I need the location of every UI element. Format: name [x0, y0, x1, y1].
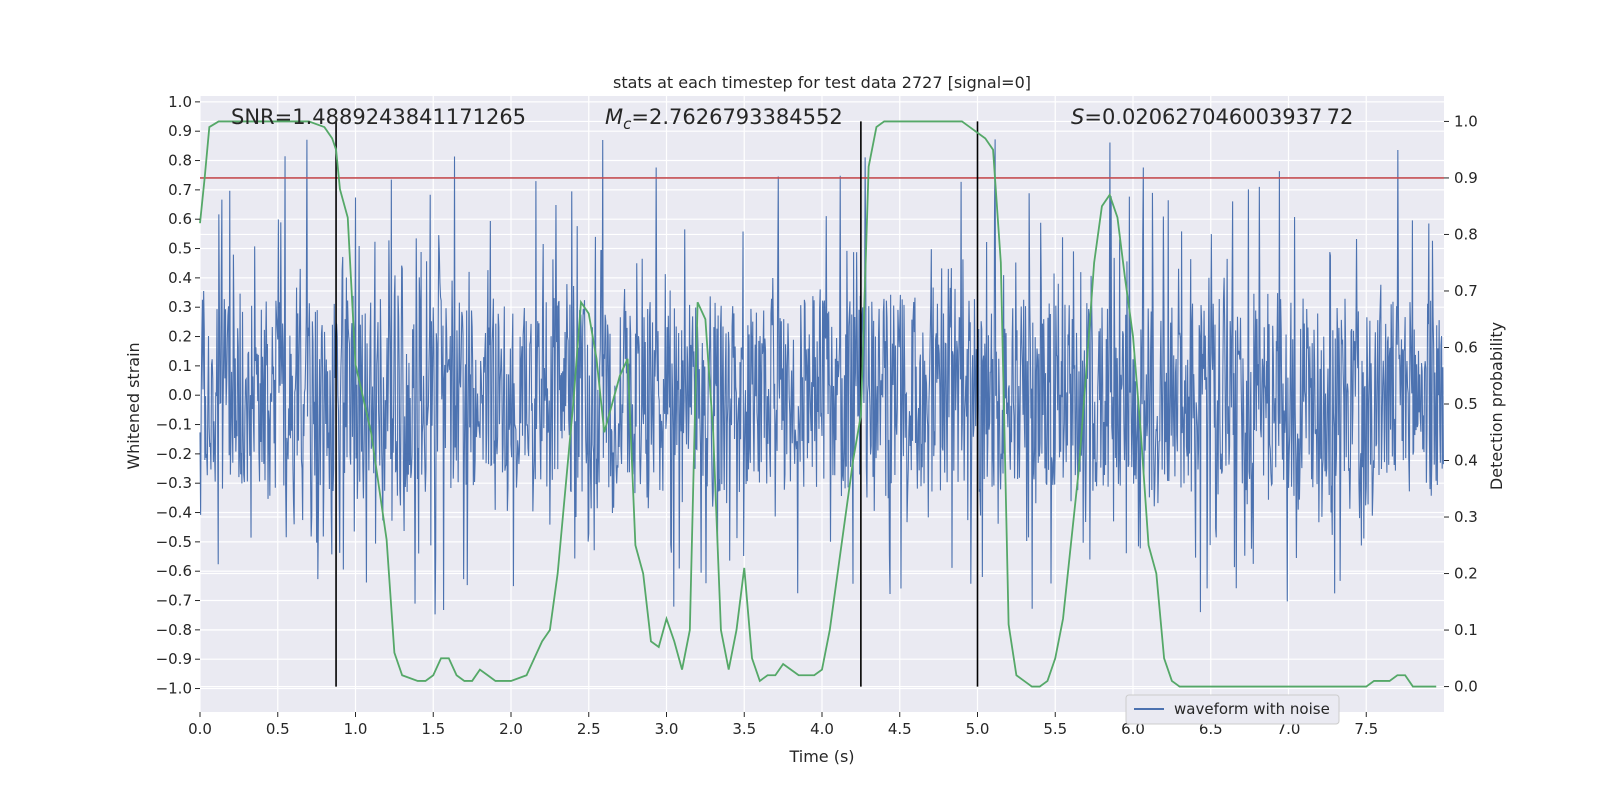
y2-tick-label: 0.9: [1454, 169, 1478, 187]
x-tick-label: 5.0: [966, 720, 990, 738]
x-tick-label: 1.0: [344, 720, 368, 738]
y2-tick-label: 0.4: [1454, 452, 1478, 470]
legend: waveform with noise: [1125, 694, 1340, 725]
y-tick-label: 0.8: [168, 152, 192, 170]
y-tick-label: −0.6: [156, 562, 192, 580]
snr-annotation: SNR=1.4889243841171265: [231, 105, 526, 129]
y-axis-label: Whitened strain: [124, 342, 143, 469]
x-tick-label: 3.0: [655, 720, 679, 738]
chart-title: stats at each timestep for test data 272…: [613, 73, 1031, 92]
y2-tick-label: 0.3: [1454, 508, 1478, 526]
y2-tick-label: 0.1: [1454, 621, 1478, 639]
waveform-with-noise-series: [199, 139, 1444, 615]
y-tick-label: −0.8: [156, 621, 192, 639]
y2-tick-label: 0.6: [1454, 338, 1478, 356]
y2-tick-label: 1.0: [1454, 112, 1478, 130]
y-tick-label: 0.0: [168, 386, 192, 404]
s-symbol: S: [1071, 105, 1084, 129]
s-annotation: S=0.020627046003937 72: [1071, 105, 1353, 129]
y2-tick-label: 0.8: [1454, 225, 1478, 243]
waveform-line: [199, 139, 1444, 615]
x-axis-label: Time (s): [788, 747, 854, 766]
y-tick-label: −0.1: [156, 416, 192, 434]
chirp-mass-annotation: Mc=2.7626793384552: [605, 105, 843, 133]
chirp-mass-symbol: M: [605, 105, 623, 129]
x-tick-label: 4.5: [888, 720, 912, 738]
x-tick-label: 2.0: [499, 720, 523, 738]
y-tick-label: −0.9: [156, 650, 192, 668]
s-value: =0.020627046003937 72: [1084, 105, 1353, 129]
x-tick-label: 2.5: [577, 720, 601, 738]
y-tick-label: 0.3: [168, 298, 192, 316]
y-tick-label: 0.5: [168, 240, 192, 258]
y-tick-label: −0.5: [156, 533, 192, 551]
x-tick-label: 5.5: [1043, 720, 1067, 738]
y-tick-label: 0.6: [168, 210, 192, 228]
x-tick-label: 4.0: [810, 720, 834, 738]
y-tick-label: 0.2: [168, 328, 192, 346]
x-tick-label: 0.0: [188, 720, 212, 738]
y-tick-label: −1.0: [156, 680, 192, 698]
y2-tick-label: 0.7: [1454, 282, 1478, 300]
y-tick-label: 0.4: [168, 269, 192, 287]
probability-line: [199, 120, 1437, 688]
y2-tick-label: 0.0: [1454, 678, 1478, 696]
chirp-mass-subscript: c: [623, 115, 632, 133]
y-tick-label: −0.2: [156, 445, 192, 463]
y-tick-label: −0.7: [156, 592, 192, 610]
chirp-mass-value: =2.7626793384552: [631, 105, 842, 129]
legend-box: [1125, 694, 1340, 725]
y-tick-label: −0.4: [156, 504, 192, 522]
x-tick-label: 0.5: [266, 720, 290, 738]
x-tick-label: 3.5: [732, 720, 756, 738]
y2-tick-label: 0.2: [1454, 565, 1478, 583]
y-tick-label: −0.3: [156, 474, 192, 492]
legend-label: waveform with noise: [1174, 700, 1330, 718]
x-tick-label: 7.5: [1354, 720, 1378, 738]
y-tick-label: 0.7: [168, 181, 192, 199]
axis-ticks: −1.0 −0.9 −0.8 −0.7 −0.6 −0.5 −0.4 −0.3 −0.2 −0.1…: [156, 93, 1478, 738]
x-tick-label: 1.5: [421, 720, 445, 738]
y-tick-label: 0.1: [168, 357, 192, 375]
y2-axis-label: Detection probability: [1487, 322, 1506, 490]
y-tick-label: 0.9: [168, 122, 192, 140]
y-tick-label: 1.0: [168, 93, 192, 111]
y2-tick-label: 0.5: [1454, 395, 1478, 413]
detection-probability-series: [199, 120, 1437, 688]
